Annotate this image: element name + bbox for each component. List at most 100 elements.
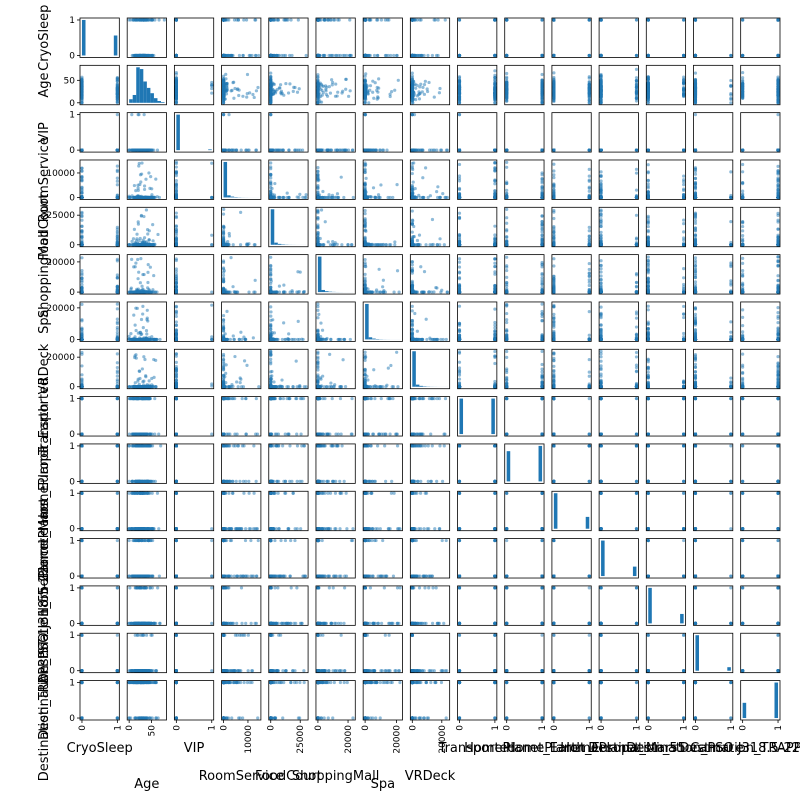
panel-frame [457,112,498,153]
scatter-point [221,82,226,87]
scatter-point [332,18,336,22]
scatter-point [349,53,353,58]
scatter-point [232,96,236,100]
scatter-point [646,97,650,101]
scatter-point [599,101,603,105]
row-label-age: Age [37,72,52,97]
scatter-point [776,148,780,152]
scatter-point [291,89,295,93]
scatter-point [321,53,326,58]
scatter-point [646,148,650,152]
scatter-point [552,148,556,152]
scatter-point [436,18,440,22]
scatter-point [80,90,84,95]
panel-cryosleep-vs-homeplanet-europa [551,17,592,58]
scatter-point [277,86,281,90]
scatter-point [587,87,591,91]
scatter-point [363,53,367,58]
scatter-point [345,53,349,58]
scatter-point [280,53,284,58]
scatter-point [151,18,155,22]
scatter-point [236,87,240,91]
scatter-point [348,89,352,93]
scatter-point [457,18,462,22]
panel-cryosleep-vs-vip [173,17,215,58]
scatter-point [457,113,462,117]
scatter-point [423,79,427,83]
scatter-point [552,18,556,22]
panel-age-vs-foodcourt [268,64,309,106]
scatter-point [599,80,603,84]
scatter-point [363,80,367,84]
scatter-point [420,148,424,152]
panel-frame [315,112,356,153]
panel-vip-vs-homeplanet-mars [598,112,639,153]
scatter-point [363,148,367,152]
scatter-point [150,53,154,58]
scatter-point [493,53,497,58]
scatter-point [505,88,509,92]
scatter-point [282,93,286,97]
scatter-point [331,53,335,58]
panel-frame [409,17,451,58]
scatter-point [239,148,243,152]
scatter-point [221,53,226,58]
scatter-point [279,91,283,95]
scatter-point [729,101,733,105]
scatter-point [224,72,228,76]
panel-cryosleep-vs-foodcourt [268,17,309,58]
scatter-point [287,148,291,152]
panel-age-vs-homeplanet-mars [598,64,639,106]
scatter-point [366,92,370,96]
scatter-point [210,86,214,91]
scatter-point [155,148,160,152]
scatter-point [269,74,273,79]
panel-frame [504,17,545,58]
panel-cryosleep-vs-shoppingmall [315,17,356,58]
scatter-point [232,18,237,22]
panel-vip-vs-roomservice [221,112,262,153]
scatter-point [411,53,415,58]
panel-age-vs-homeplanet-europa [551,64,592,106]
scatter-point [286,18,290,22]
panel-cryosleep-vs-spa [362,17,403,58]
scatter-point [244,18,249,22]
scatter-point [505,99,509,103]
panel-age-vs-spa [362,64,403,106]
scatter-point [288,53,292,58]
scatter-point [599,148,603,152]
scatter-point [457,76,462,80]
scatter-point [333,94,338,98]
scatter-point [426,53,430,58]
scatter-point [143,18,147,22]
scatter-point [335,148,339,152]
scatter-point [381,148,386,152]
scatter-point [324,89,328,93]
y-tick-label: 0 [69,51,75,61]
hist-bar [157,101,162,103]
panel-age-vs-roomservice [221,64,262,106]
scatter-point [493,87,497,91]
scatter-point [587,94,591,98]
panel-vip-vs-vip [173,112,215,153]
scatter-point [552,53,556,58]
scatter-point [384,53,388,58]
scatter-point [283,53,288,58]
scatter-point [443,18,447,22]
scatter-point [682,148,686,152]
panel-frame [268,112,309,153]
scatter-point [269,87,273,91]
scatter-point [693,91,698,95]
scatter-point [363,92,367,96]
scatter-point [438,86,442,91]
scatter-point [776,78,780,82]
scatter-point [373,81,377,85]
scatter-point [269,53,273,58]
panel-vip-vs-cryosleep [79,112,120,153]
scatter-point [420,90,424,94]
panel-frame [173,64,215,106]
scatter-point [150,148,154,152]
scatter-point [776,97,780,101]
scatter-point [295,90,300,94]
scatter-point [433,18,437,22]
